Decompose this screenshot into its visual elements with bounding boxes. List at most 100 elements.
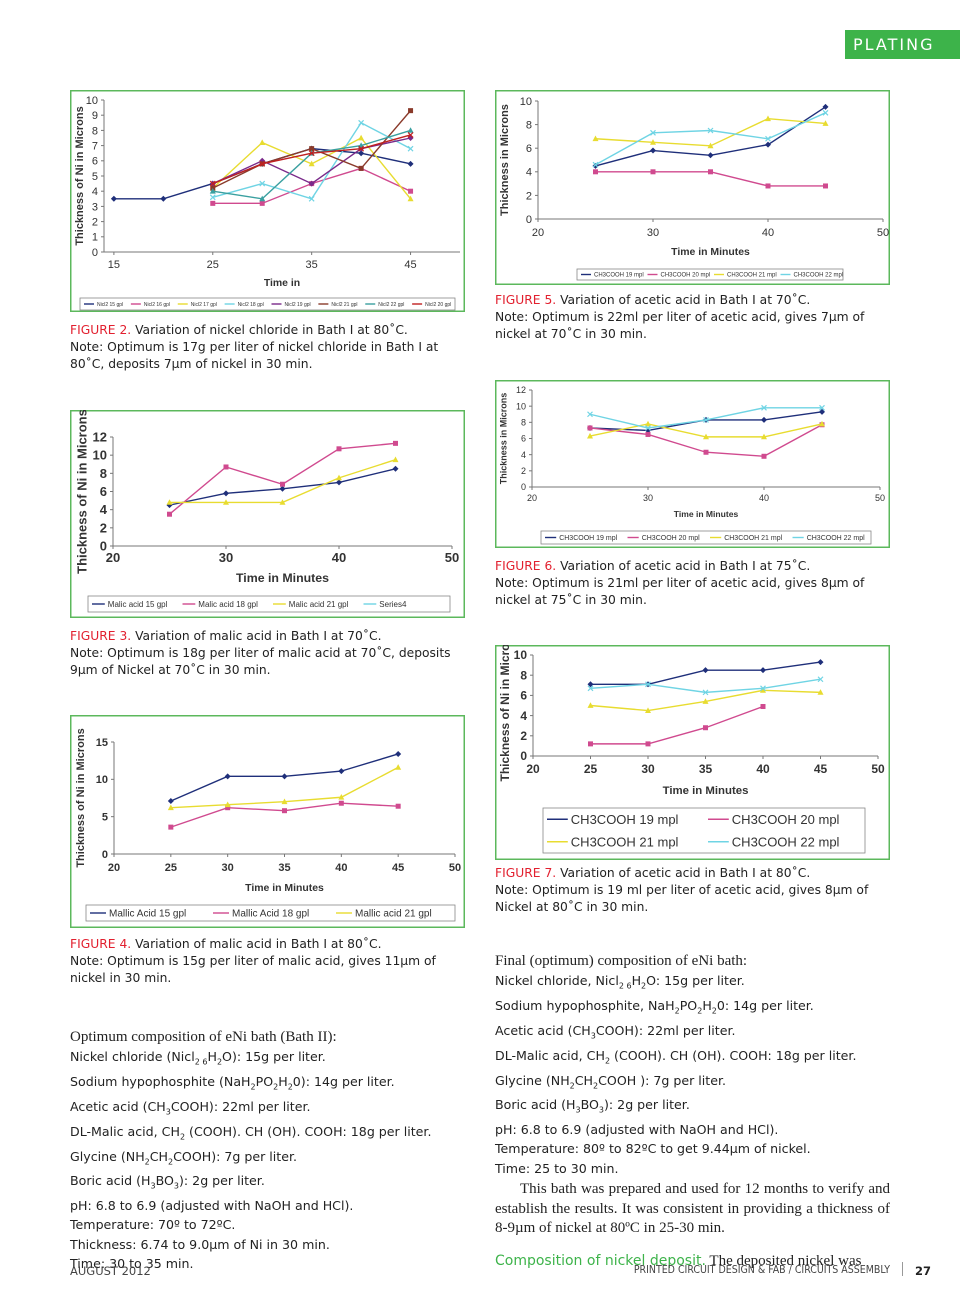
text: Time: 25 to 30 min. bbox=[495, 1160, 619, 1176]
y-tick-label: 4 bbox=[521, 450, 526, 460]
text: Acetic acid (CH bbox=[70, 1098, 166, 1114]
subscript: 2 bbox=[604, 1056, 611, 1066]
y-tick-label: 15 bbox=[96, 737, 108, 749]
marker bbox=[765, 135, 771, 142]
subscript: 2 bbox=[697, 1006, 703, 1016]
marker bbox=[817, 659, 824, 666]
caption-note: Note: Optimum is 21ml per liter of aceti… bbox=[495, 576, 865, 607]
marker bbox=[167, 804, 174, 811]
marker bbox=[407, 195, 414, 202]
y-tick-label: 5 bbox=[92, 171, 98, 183]
marker bbox=[817, 689, 824, 695]
line bbox=[113, 147, 411, 200]
x-tick-label: 25 bbox=[207, 259, 219, 271]
legend-label: CH3COOH 21 mpl bbox=[571, 834, 679, 849]
y-tick-label: 8 bbox=[526, 119, 532, 131]
marker bbox=[587, 411, 593, 418]
text-line: DL-Malic acid, CH2 (COOH). CH (OH). COOH… bbox=[70, 1122, 470, 1147]
y-tick-label: 2 bbox=[92, 216, 98, 228]
marker bbox=[761, 416, 767, 423]
marker bbox=[358, 119, 365, 126]
marker bbox=[225, 805, 231, 811]
series bbox=[587, 404, 825, 431]
legend-label: Nicl2 17 gpl bbox=[191, 302, 217, 308]
x-tick-label: 50 bbox=[877, 227, 889, 239]
text-line: Sodium hypophosphite (NaH2PO2H20): 14g p… bbox=[70, 1072, 470, 1097]
text-right: Final (optimum) composition of eNi bath:… bbox=[495, 952, 890, 1178]
marker bbox=[281, 798, 288, 805]
page-number: 27 bbox=[915, 1264, 932, 1278]
caption-text: Variation of malic acid in Bath I at 70˚… bbox=[131, 629, 382, 643]
marker bbox=[259, 180, 266, 187]
chart: 20 30 40 50 0 2 4 6 8 10 12 Time in Minutes Thicknes… bbox=[70, 410, 465, 618]
y-axis-label: Thickness of Ni in Microns bbox=[498, 645, 512, 782]
subscript: 3 bbox=[575, 1105, 581, 1115]
marker bbox=[587, 425, 593, 431]
x-tick-label: 40 bbox=[332, 550, 346, 565]
marker bbox=[408, 188, 414, 194]
legend-label: Nicl2 22 gpl bbox=[378, 302, 404, 308]
marker bbox=[765, 115, 771, 122]
x-axis-label: Time in Minutes bbox=[663, 785, 749, 797]
line bbox=[595, 117, 826, 147]
x-tick-label: 35 bbox=[306, 259, 318, 271]
text-title: Optimum composition of eNi bath (Bath II… bbox=[70, 1029, 337, 1045]
text: 0): 14g per liter. bbox=[292, 1074, 395, 1090]
marker bbox=[308, 150, 315, 157]
y-axis-label: Thickness in Microns bbox=[498, 393, 508, 485]
text-line: DL-Malic acid, CH2 (COOH). CH (OH). COOH… bbox=[495, 1046, 890, 1071]
y-tick-label: 7 bbox=[92, 140, 98, 152]
y-tick-label: 0 bbox=[521, 482, 526, 492]
marker bbox=[587, 432, 593, 439]
marker bbox=[702, 667, 709, 674]
y-tick-label: 10 bbox=[93, 448, 107, 463]
series bbox=[587, 659, 824, 688]
y-tick-label: 12 bbox=[516, 385, 526, 395]
marker bbox=[761, 433, 767, 440]
chart-border bbox=[70, 90, 465, 312]
marker bbox=[392, 465, 399, 472]
y-tick-label: 8 bbox=[100, 466, 107, 481]
x-tick-label: 20 bbox=[532, 227, 544, 239]
x-tick-label: 30 bbox=[643, 493, 653, 503]
marker bbox=[336, 446, 342, 452]
series bbox=[209, 119, 414, 202]
caption-note: Note: Optimum is 19 ml per liter of acet… bbox=[495, 883, 869, 914]
text: CH bbox=[574, 1072, 594, 1088]
figure-label: FIGURE 6. bbox=[495, 559, 557, 573]
caption-text: Variation of nickel chloride in Bath I a… bbox=[131, 323, 408, 337]
marker bbox=[760, 667, 766, 674]
x-tick-label: 35 bbox=[699, 762, 713, 776]
marker bbox=[282, 808, 287, 814]
marker bbox=[822, 103, 829, 110]
subscript: 2 bbox=[674, 1006, 680, 1016]
series bbox=[110, 145, 414, 202]
caption-note: Note: Optimum is 17g per liter of nickel… bbox=[70, 340, 439, 371]
legend-label: CH3COOH 22 mpl bbox=[732, 834, 840, 849]
marker bbox=[336, 474, 342, 481]
legend-label: CH3COOH 20 mpl bbox=[661, 273, 711, 279]
section-tag: PLATING bbox=[845, 30, 960, 59]
marker bbox=[281, 773, 288, 780]
marker bbox=[223, 490, 229, 497]
text: Sodium hypophosphite (NaH bbox=[70, 1074, 251, 1090]
y-tick-label: 4 bbox=[520, 709, 527, 723]
y-axis-label: Thickness of Ni in Microns bbox=[75, 728, 87, 867]
marker bbox=[224, 773, 231, 780]
y-tick-label: 2 bbox=[520, 729, 527, 743]
line bbox=[169, 459, 396, 504]
caption-note: Note: Optimum is 15g per liter of malic … bbox=[70, 954, 436, 985]
chart: 20 25 30 35 40 45 50 0 2 4 6 8 10 Time in Minutes Thic… bbox=[495, 645, 890, 860]
marker bbox=[407, 127, 414, 133]
subscript: 3 bbox=[173, 1181, 180, 1191]
legend-box bbox=[540, 530, 872, 545]
x-tick-label: 30 bbox=[219, 550, 233, 565]
marker bbox=[259, 160, 266, 167]
subscript: 2 bbox=[250, 1082, 256, 1092]
text-line: Temperature: 80º to 82ºC to get 9.44µm o… bbox=[495, 1139, 890, 1158]
series bbox=[168, 800, 401, 830]
series bbox=[592, 109, 829, 168]
text: DL-Malic acid, CH bbox=[70, 1123, 180, 1139]
